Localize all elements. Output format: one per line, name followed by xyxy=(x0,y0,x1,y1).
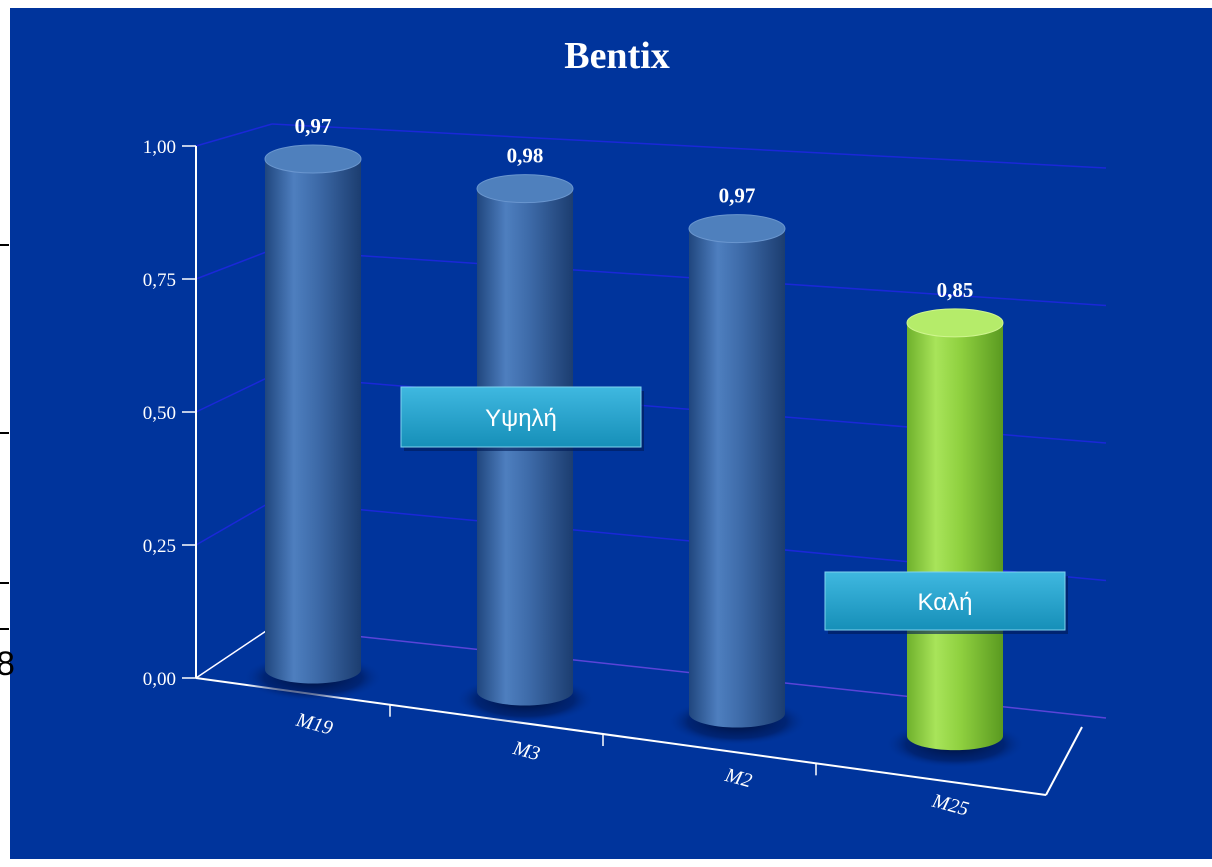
category-labels: M19 M3 M2 M25 xyxy=(293,709,971,821)
bar-top xyxy=(688,214,786,244)
category-label: M3 xyxy=(510,737,542,765)
callout-text: Καλή xyxy=(918,589,973,616)
y-tick-label: 1,00 xyxy=(143,137,176,158)
floor-edge-left xyxy=(195,626,273,679)
callouts: Υψηλή Καλή xyxy=(400,386,1068,634)
page-edge-text: 8 xyxy=(0,645,15,683)
chart-title: Bentix xyxy=(564,35,670,77)
y-tick-labels: 0,00 0,25 0,50 0,75 1,00 xyxy=(143,137,176,690)
page-edge-line-4 xyxy=(0,628,9,630)
page-edge-line-2 xyxy=(0,432,9,434)
value-label: 0,98 xyxy=(507,144,544,168)
callout-box xyxy=(400,386,642,448)
gridline-side xyxy=(195,123,273,147)
bar-top xyxy=(906,308,1004,338)
callout-text: Υψηλή xyxy=(485,405,557,432)
bar-top xyxy=(476,174,574,204)
gridline xyxy=(271,123,1107,169)
value-label: 0,85 xyxy=(937,278,974,302)
y-tick-label: 0,25 xyxy=(143,536,176,557)
value-label: 0,97 xyxy=(295,114,332,138)
bar-body xyxy=(689,228,785,728)
bars xyxy=(243,144,1025,769)
category-label: M2 xyxy=(722,764,754,792)
page-edge-line-3 xyxy=(0,582,9,584)
bar-M2 xyxy=(667,214,807,746)
category-label: M25 xyxy=(929,790,971,821)
gridline-side xyxy=(195,249,273,280)
y-tick-label: 0,75 xyxy=(143,270,176,291)
category-label: M19 xyxy=(293,709,335,740)
y-tick-label: 0,50 xyxy=(143,403,176,424)
bar-body xyxy=(265,158,361,684)
value-labels: 0,97 0,98 0,97 0,85 xyxy=(295,114,974,302)
bar-body xyxy=(907,322,1003,751)
bar-M25 xyxy=(885,308,1025,769)
value-label: 0,97 xyxy=(719,184,756,208)
callout-1: Υψηλή xyxy=(400,386,644,451)
floor-edge xyxy=(1045,726,1083,796)
bar-M19 xyxy=(243,144,383,702)
bar-top xyxy=(264,144,362,174)
callout-box xyxy=(824,571,1066,631)
page-edge-line-1 xyxy=(0,244,9,246)
gridline-side xyxy=(195,500,273,546)
gridline-side xyxy=(195,374,273,413)
y-tick-label: 0,00 xyxy=(143,669,176,690)
axes xyxy=(182,145,1083,796)
callout-2: Καλή xyxy=(824,571,1068,634)
